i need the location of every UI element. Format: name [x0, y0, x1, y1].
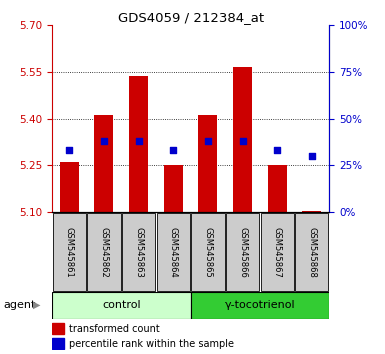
Bar: [52, 324, 64, 334]
Text: GSM545865: GSM545865: [203, 227, 213, 278]
FancyBboxPatch shape: [295, 213, 328, 291]
FancyBboxPatch shape: [87, 213, 121, 291]
Bar: [94, 115, 114, 212]
FancyBboxPatch shape: [191, 213, 224, 291]
Point: [239, 138, 246, 144]
FancyBboxPatch shape: [122, 213, 155, 291]
FancyBboxPatch shape: [52, 292, 191, 319]
Text: agent: agent: [4, 300, 36, 310]
Bar: [129, 76, 148, 212]
Bar: [233, 67, 252, 212]
Bar: [198, 115, 218, 212]
Point: [309, 153, 315, 159]
Point: [205, 138, 211, 144]
Bar: [268, 165, 287, 212]
Point: [66, 148, 72, 153]
Text: GSM545862: GSM545862: [99, 227, 109, 278]
Bar: [302, 211, 321, 212]
Text: percentile rank within the sample: percentile rank within the sample: [69, 339, 234, 349]
Text: GSM545867: GSM545867: [273, 227, 282, 278]
Bar: [52, 338, 64, 349]
Text: transformed count: transformed count: [69, 324, 159, 334]
FancyBboxPatch shape: [191, 292, 329, 319]
Point: [274, 148, 280, 153]
Text: control: control: [102, 300, 141, 310]
Bar: [164, 165, 183, 212]
FancyBboxPatch shape: [157, 213, 190, 291]
Text: γ-tocotrienol: γ-tocotrienol: [224, 300, 295, 310]
FancyBboxPatch shape: [53, 213, 86, 291]
Text: GSM545861: GSM545861: [65, 227, 74, 278]
Text: GSM545866: GSM545866: [238, 227, 247, 278]
Point: [170, 148, 176, 153]
Text: GSM545864: GSM545864: [169, 227, 178, 278]
Bar: [60, 162, 79, 212]
Text: GSM545863: GSM545863: [134, 227, 143, 278]
Title: GDS4059 / 212384_at: GDS4059 / 212384_at: [117, 11, 264, 24]
FancyBboxPatch shape: [261, 213, 294, 291]
Text: ▶: ▶: [33, 300, 40, 310]
Point: [101, 138, 107, 144]
FancyBboxPatch shape: [226, 213, 259, 291]
Point: [136, 138, 142, 144]
Text: GSM545868: GSM545868: [307, 227, 316, 278]
